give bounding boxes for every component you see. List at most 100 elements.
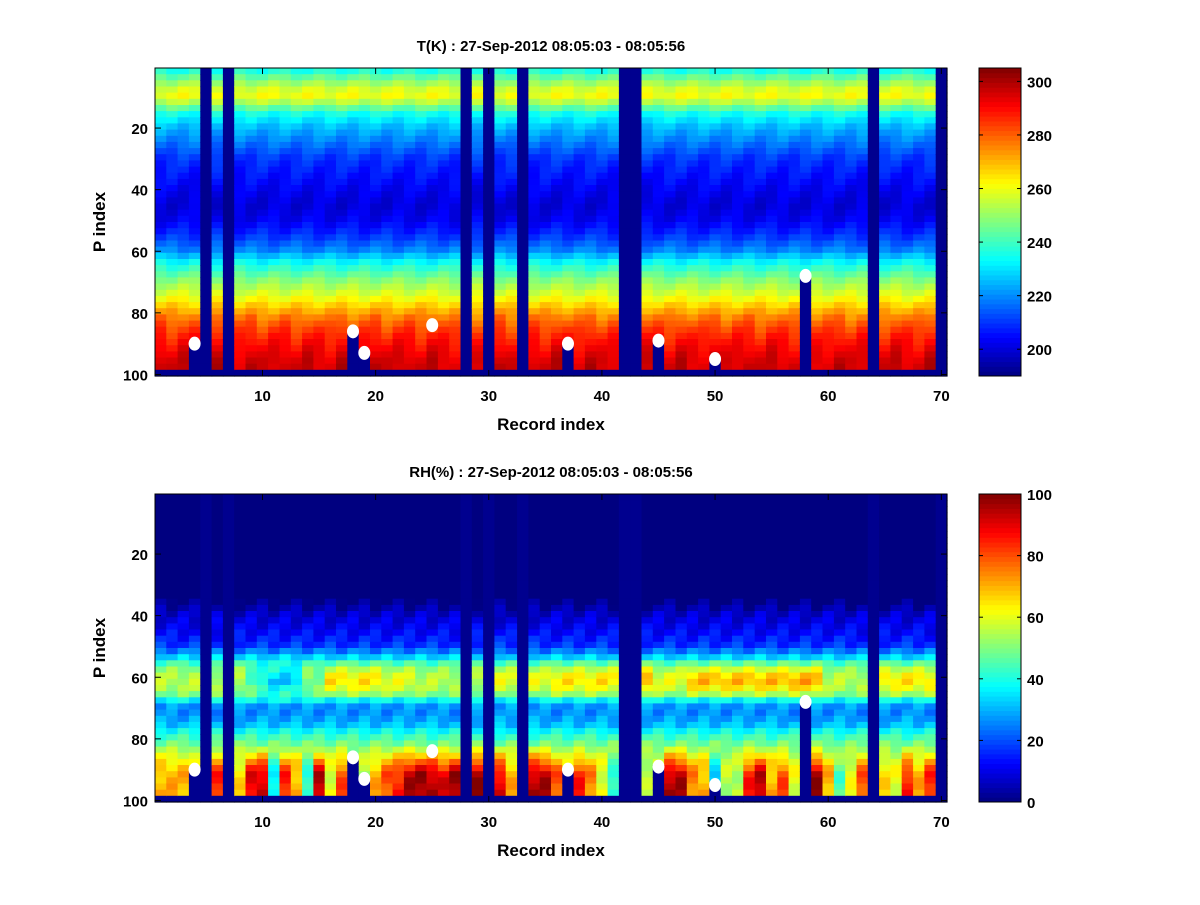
heatmap-cell bbox=[630, 302, 642, 309]
heatmap-cell bbox=[936, 259, 948, 266]
heatmap-cell bbox=[743, 339, 755, 346]
heatmap-cell bbox=[472, 154, 484, 161]
heatmap-cell bbox=[438, 142, 450, 149]
heatmap-cell bbox=[302, 722, 314, 729]
heatmap-cell bbox=[461, 308, 473, 315]
heatmap-cell bbox=[823, 148, 835, 155]
heatmap-cell bbox=[743, 228, 755, 235]
heatmap-cell bbox=[166, 697, 178, 704]
heatmap-cell bbox=[280, 525, 292, 532]
heatmap-cell bbox=[234, 747, 246, 754]
heatmap-cell bbox=[461, 321, 473, 328]
heatmap-cell bbox=[313, 531, 325, 538]
heatmap-cell bbox=[212, 179, 224, 186]
heatmap-cell bbox=[676, 345, 688, 352]
heatmap-cell bbox=[438, 642, 450, 649]
colorbar-swatch bbox=[979, 275, 1021, 280]
heatmap-cell bbox=[506, 308, 518, 315]
heatmap-cell bbox=[540, 358, 552, 365]
heatmap-cell bbox=[461, 167, 473, 174]
heatmap-cell bbox=[268, 253, 280, 260]
heatmap-cell bbox=[166, 734, 178, 741]
heatmap-cell bbox=[381, 241, 393, 248]
heatmap-cell bbox=[336, 167, 348, 174]
heatmap-cell bbox=[291, 173, 303, 180]
heatmap-cell bbox=[336, 154, 348, 161]
colorbar-swatch bbox=[979, 198, 1021, 203]
heatmap-cell bbox=[302, 364, 314, 371]
heatmap-cell bbox=[664, 247, 676, 254]
heatmap-cell bbox=[178, 228, 190, 235]
heatmap-cell bbox=[189, 556, 201, 563]
heatmap-cell bbox=[449, 302, 461, 309]
heatmap-cell bbox=[336, 506, 348, 513]
heatmap-cell bbox=[551, 111, 563, 118]
heatmap-cell bbox=[280, 204, 292, 211]
heatmap-cell bbox=[280, 111, 292, 118]
heatmap-cell bbox=[449, 549, 461, 556]
heatmap-cell bbox=[823, 99, 835, 106]
heatmap-cell bbox=[732, 204, 744, 211]
heatmap-cell bbox=[596, 339, 608, 346]
heatmap-cell bbox=[596, 284, 608, 291]
heatmap-cell bbox=[178, 358, 190, 365]
heatmap-cell bbox=[223, 506, 235, 513]
heatmap-cell bbox=[234, 314, 246, 321]
heatmap-cell bbox=[585, 247, 597, 254]
heatmap-cell bbox=[313, 321, 325, 328]
heatmap-cell bbox=[302, 777, 314, 784]
heatmap-cell bbox=[596, 241, 608, 248]
heatmap-cell bbox=[325, 740, 337, 747]
heatmap-cell bbox=[370, 241, 382, 248]
heatmap-cell bbox=[178, 777, 190, 784]
heatmap-cell bbox=[234, 234, 246, 241]
heatmap-cell bbox=[325, 284, 337, 291]
heatmap-cell bbox=[189, 105, 201, 112]
heatmap-cell bbox=[212, 80, 224, 87]
heatmap-cell bbox=[936, 345, 948, 352]
heatmap-cell bbox=[449, 667, 461, 674]
heatmap-cell bbox=[427, 642, 439, 649]
heatmap-cell bbox=[913, 105, 925, 112]
heatmap-cell bbox=[155, 247, 167, 254]
heatmap-cell bbox=[540, 290, 552, 297]
heatmap-cell bbox=[483, 358, 495, 365]
heatmap-cell bbox=[936, 284, 948, 291]
heatmap-cell bbox=[393, 173, 405, 180]
heatmap-cell bbox=[811, 105, 823, 112]
heatmap-cell bbox=[743, 154, 755, 161]
heatmap-cell bbox=[664, 93, 676, 100]
heatmap-cell bbox=[494, 136, 506, 143]
heatmap-cell bbox=[630, 99, 642, 106]
heatmap-cell bbox=[483, 259, 495, 266]
heatmap-cell bbox=[347, 191, 359, 198]
heatmap-cell bbox=[517, 87, 529, 94]
heatmap-cell bbox=[698, 265, 710, 272]
heatmap-cell bbox=[438, 568, 450, 575]
heatmap-cell bbox=[393, 753, 405, 760]
heatmap-cell bbox=[280, 130, 292, 137]
heatmap-cell bbox=[857, 93, 869, 100]
heatmap-cell bbox=[370, 630, 382, 637]
heatmap-cell bbox=[325, 593, 337, 600]
colorbar-swatch bbox=[979, 347, 1021, 352]
heatmap-cell bbox=[325, 790, 337, 797]
heatmap-cell bbox=[166, 574, 178, 581]
heatmap-cell bbox=[268, 673, 280, 680]
heatmap-cell bbox=[890, 204, 902, 211]
heatmap-cell bbox=[189, 734, 201, 741]
heatmap-cell bbox=[913, 93, 925, 100]
heatmap-cell bbox=[381, 327, 393, 334]
heatmap-cell bbox=[155, 790, 167, 797]
heatmap-cell bbox=[766, 204, 778, 211]
heatmap-cell bbox=[789, 191, 801, 198]
heatmap-cell bbox=[155, 123, 167, 130]
heatmap-cell bbox=[404, 253, 416, 260]
heatmap-cell bbox=[868, 339, 880, 346]
heatmap-cell bbox=[347, 80, 359, 87]
heatmap-cell bbox=[268, 339, 280, 346]
heatmap-cell bbox=[868, 241, 880, 248]
heatmap-cell bbox=[461, 99, 473, 106]
heatmap-cell bbox=[596, 277, 608, 284]
heatmap-cell bbox=[246, 339, 258, 346]
